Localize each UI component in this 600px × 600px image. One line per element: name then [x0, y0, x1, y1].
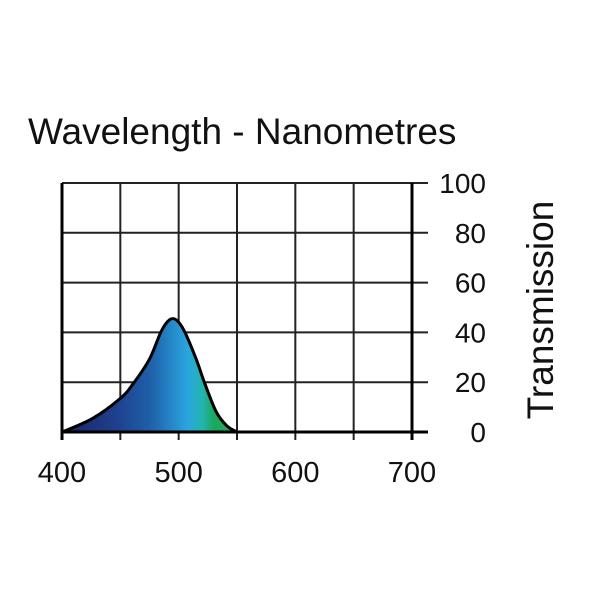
y-tick-label: 0 [470, 417, 486, 448]
x-tick-label: 500 [154, 457, 202, 489]
y-tick-label: 100 [439, 168, 486, 199]
y-tick-label: 40 [455, 317, 486, 348]
x-tick-label: 700 [388, 457, 436, 489]
y-tick-label: 80 [455, 218, 486, 249]
x-tick-label: 600 [271, 457, 319, 489]
y-tick-label: 20 [455, 367, 486, 398]
x-tick-label: 400 [38, 457, 86, 489]
axes [60, 183, 428, 440]
transmission-area [60, 317, 239, 434]
chart-title: Wavelength - Nanometres [28, 111, 456, 152]
grid [61, 182, 428, 440]
y-tick-label: 60 [455, 268, 486, 299]
tick-labels: 400 500 600 700 0 20 40 60 80 100 [38, 168, 486, 489]
y-axis-label: Transmission [520, 201, 561, 420]
